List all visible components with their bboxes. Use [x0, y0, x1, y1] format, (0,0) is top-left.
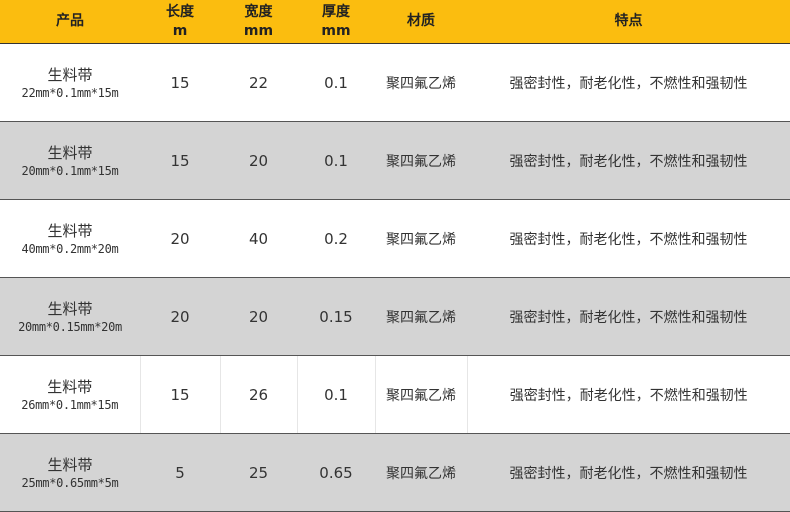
product-spec: 22mm*0.1mm*15m [21, 85, 119, 100]
width-cell: 25 [220, 433, 297, 512]
table-header: 产品 长度 m 宽度 mm 厚度 mm 材质 特点 [0, 0, 790, 44]
product-spec: 20mm*0.15mm*20m [18, 319, 122, 334]
header-width-label: 宽度 [244, 3, 273, 20]
width-cell: 22 [220, 43, 297, 122]
material-cell: 聚四氟乙烯 [375, 433, 467, 512]
material-cell: 聚四氟乙烯 [375, 277, 467, 356]
table-row: 生料带 26mm*0.1mm*15m 15 26 0.1 聚四氟乙烯 强密封性，耐老化性，不… [0, 355, 790, 434]
header-product: 产品 [0, 0, 140, 44]
material-cell: 聚四氟乙烯 [375, 43, 467, 122]
thickness-cell: 0.1 [297, 355, 376, 434]
length-cell: 15 [140, 355, 221, 434]
length-cell: 15 [140, 121, 220, 200]
length-cell: 5 [140, 433, 220, 512]
feature-cell: 强密封性，耐老化性，不燃性和强韧性 [467, 433, 790, 512]
product-cell: 生料带 26mm*0.1mm*15m [0, 355, 141, 434]
width-cell: 20 [220, 121, 297, 200]
product-spec: 26mm*0.1mm*15m [21, 397, 119, 412]
header-material: 材质 [375, 0, 467, 44]
table-row: 生料带 20mm*0.15mm*20m 20 20 0.15 聚四氟乙烯 强密封性，耐老化性… [0, 277, 790, 356]
header-width-unit: mm [243, 22, 274, 39]
material-cell: 聚四氟乙烯 [375, 355, 468, 434]
thickness-cell: 0.2 [297, 199, 375, 278]
product-name: 生料带 [47, 221, 93, 240]
material-cell: 聚四氟乙烯 [375, 199, 467, 278]
feature-cell: 强密封性，耐老化性，不燃性和强韧性 [467, 199, 790, 278]
product-name: 生料带 [47, 143, 93, 162]
product-cell: 生料带 22mm*0.1mm*15m [0, 43, 140, 122]
material-cell: 聚四氟乙烯 [375, 121, 467, 200]
table-row: 生料带 25mm*0.65mm*5m 5 25 0.65 聚四氟乙烯 强密封性，耐老化性，不… [0, 433, 790, 512]
table-row: 生料带 20mm*0.1mm*15m 15 20 0.1 聚四氟乙烯 强密封性，耐老化性，不… [0, 121, 790, 200]
header-width: 宽度 mm [220, 0, 297, 44]
product-cell: 生料带 25mm*0.65mm*5m [0, 433, 140, 512]
header-length-label: 长度 [166, 3, 194, 20]
product-name: 生料带 [47, 377, 93, 396]
thickness-cell: 0.65 [297, 433, 375, 512]
product-name: 生料带 [47, 455, 93, 474]
product-spec: 20mm*0.1mm*15m [21, 163, 119, 178]
header-length-unit: m [172, 22, 188, 39]
table-row: 生料带 22mm*0.1mm*15m 15 22 0.1 聚四氟乙烯 强密封性，耐老化性，不… [0, 43, 790, 122]
product-cell: 生料带 20mm*0.15mm*20m [0, 277, 140, 356]
feature-cell: 强密封性，耐老化性，不燃性和强韧性 [467, 277, 790, 356]
width-cell: 20 [220, 277, 297, 356]
header-feature: 特点 [467, 0, 790, 44]
product-cell: 生料带 40mm*0.2mm*20m [0, 199, 140, 278]
header-thickness: 厚度 mm [297, 0, 375, 44]
product-cell: 生料带 20mm*0.1mm*15m [0, 121, 140, 200]
header-thickness-unit: mm [321, 22, 351, 39]
header-length: 长度 m [140, 0, 220, 44]
feature-cell: 强密封性，耐老化性，不燃性和强韧性 [467, 355, 790, 434]
product-spec: 25mm*0.65mm*5m [21, 475, 119, 490]
product-name: 生料带 [47, 65, 93, 84]
thickness-cell: 0.1 [297, 43, 375, 122]
length-cell: 15 [140, 43, 220, 122]
width-cell: 40 [220, 199, 297, 278]
table-row: 生料带 40mm*0.2mm*20m 20 40 0.2 聚四氟乙烯 强密封性，耐老化性，不… [0, 199, 790, 278]
header-thickness-label: 厚度 [322, 3, 350, 20]
feature-cell: 强密封性，耐老化性，不燃性和强韧性 [467, 43, 790, 122]
thickness-cell: 0.1 [297, 121, 375, 200]
length-cell: 20 [140, 199, 220, 278]
product-spec: 40mm*0.2mm*20m [21, 241, 119, 256]
length-cell: 20 [140, 277, 220, 356]
width-cell: 26 [220, 355, 298, 434]
product-name: 生料带 [47, 299, 93, 318]
feature-cell: 强密封性，耐老化性，不燃性和强韧性 [467, 121, 790, 200]
thickness-cell: 0.15 [297, 277, 375, 356]
